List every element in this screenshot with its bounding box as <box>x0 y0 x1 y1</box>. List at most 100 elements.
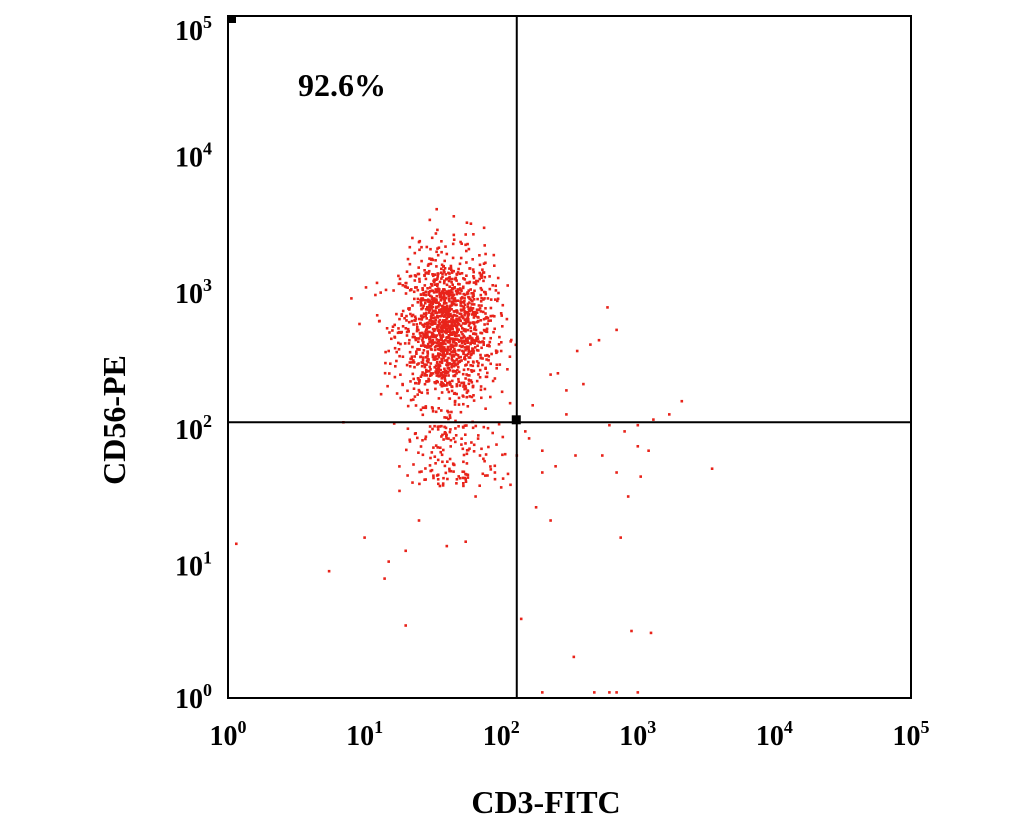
scatter-point <box>384 288 388 292</box>
scatter-point <box>472 298 476 301</box>
scatter-point <box>436 316 439 319</box>
scatter-point <box>421 356 425 359</box>
scatter-point <box>419 301 423 304</box>
scatter-point <box>469 379 473 382</box>
scatter-point <box>636 423 640 427</box>
scatter-point <box>467 289 470 292</box>
scatter-point <box>440 424 443 428</box>
scatter-point <box>422 293 426 297</box>
scatter-point <box>438 318 442 322</box>
scatter-point <box>448 285 451 288</box>
scatter-point <box>432 274 435 278</box>
scatter-point <box>442 295 446 298</box>
y-tick-label-exponent: 2 <box>203 411 212 431</box>
scatter-point <box>467 360 470 364</box>
scatter-point <box>472 313 476 317</box>
y-tick-label-exponent: 4 <box>203 138 212 158</box>
scatter-point <box>482 457 485 461</box>
scatter-point <box>471 364 475 368</box>
scatter-point <box>461 327 464 330</box>
scatter-point <box>418 239 422 243</box>
scatter-point <box>472 351 475 355</box>
scatter-point <box>454 353 458 356</box>
scatter-point <box>484 312 487 315</box>
scatter-point <box>479 353 482 357</box>
scatter-point <box>383 371 387 375</box>
scatter-point <box>461 322 465 325</box>
scatter-point <box>364 286 368 289</box>
scatter-point <box>486 322 489 326</box>
scatter-point <box>442 448 445 452</box>
scatter-point <box>437 305 440 308</box>
scatter-point <box>437 482 440 486</box>
scatter-point <box>419 334 422 338</box>
scatter-point <box>433 278 436 281</box>
scatter-point <box>451 341 455 344</box>
scatter-point <box>483 323 486 326</box>
scatter-point <box>418 332 422 335</box>
scatter-point <box>429 362 433 365</box>
scatter-point <box>413 279 417 282</box>
scatter-point <box>484 375 488 379</box>
scatter-point <box>446 347 449 351</box>
scatter-point <box>439 271 443 274</box>
scatter-point <box>446 320 449 323</box>
scatter-point <box>460 443 463 446</box>
scatter-point <box>608 691 611 694</box>
scatter-point <box>476 279 480 283</box>
scatter-point <box>450 289 453 292</box>
scatter-point <box>482 337 486 340</box>
scatter-point <box>440 277 443 280</box>
scatter-point <box>442 371 445 374</box>
scatter-point <box>441 289 445 292</box>
scatter-point <box>397 274 400 278</box>
scatter-point <box>444 471 448 475</box>
scatter-point <box>452 302 456 306</box>
scatter-point <box>386 384 389 388</box>
scatter-point <box>395 359 398 363</box>
x-tick-label-exponent: 1 <box>374 717 383 737</box>
scatter-point <box>464 243 467 247</box>
scatter-point <box>477 373 480 376</box>
scatter-point <box>399 373 402 376</box>
scatter-point <box>397 327 400 330</box>
scatter-point <box>494 284 497 288</box>
scatter-point <box>470 369 473 372</box>
scatter-point <box>435 278 438 281</box>
scatter-point <box>439 371 443 375</box>
scatter-point <box>474 312 477 316</box>
scatter-point <box>389 362 392 365</box>
scatter-point <box>470 292 473 295</box>
scatter-point <box>462 426 465 429</box>
scatter-point <box>412 359 415 362</box>
scatter-point <box>440 324 443 327</box>
scatter-point <box>495 443 498 446</box>
scatter-point <box>473 310 477 314</box>
scatter-point <box>465 281 469 285</box>
scatter-point <box>519 617 523 621</box>
scatter-point <box>480 276 483 279</box>
scatter-point <box>448 267 451 270</box>
scatter-point <box>463 424 467 427</box>
scatter-point <box>424 301 427 305</box>
scatter-point <box>442 269 446 272</box>
scatter-point <box>450 362 453 366</box>
scatter-point <box>428 299 431 303</box>
scatter-point <box>483 329 487 333</box>
scatter-point <box>427 321 430 324</box>
scatter-point <box>427 377 430 381</box>
scatter-point <box>455 478 459 481</box>
scatter-point <box>434 370 437 373</box>
scatter-point <box>440 361 444 365</box>
scatter-point <box>435 379 439 383</box>
scatter-point <box>438 484 442 488</box>
scatter-point <box>445 304 449 308</box>
scatter-point <box>418 248 421 252</box>
y-tick-label-exponent: 5 <box>203 12 212 32</box>
scatter-point <box>510 338 513 342</box>
scatter-point <box>411 481 414 484</box>
scatter-point <box>476 297 479 301</box>
scatter-point <box>433 348 437 352</box>
y-tick-label: 102 <box>175 411 212 446</box>
scatter-point <box>466 312 470 316</box>
